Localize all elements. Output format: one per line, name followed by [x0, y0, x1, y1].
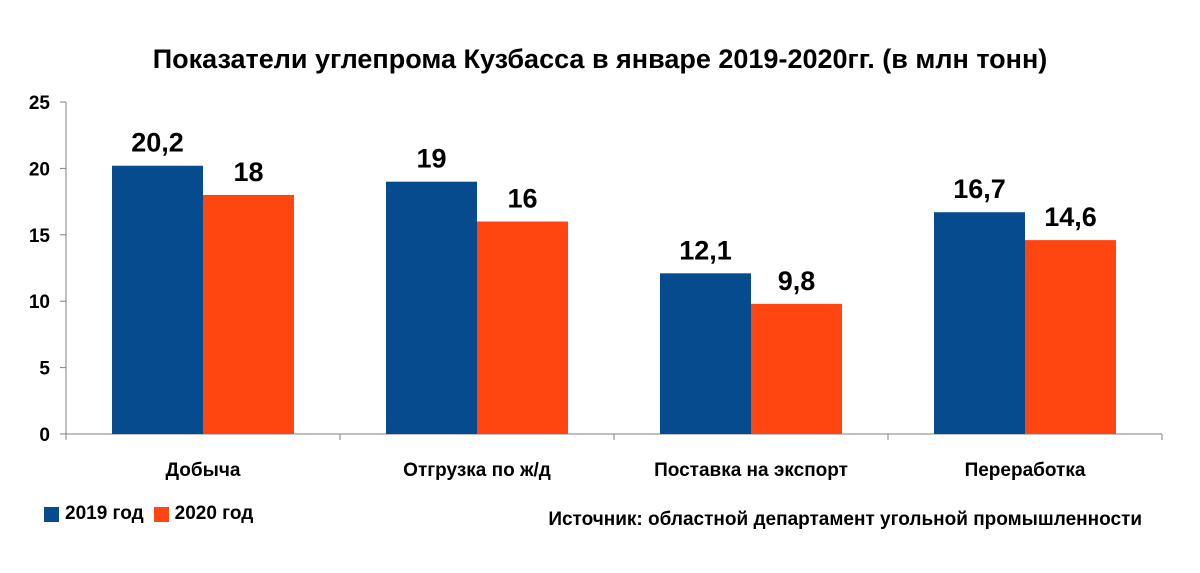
data-label: 9,8 [778, 266, 816, 296]
legend: 2019 год 2020 год [44, 503, 263, 525]
x-tick-label: Добыча [166, 460, 241, 481]
legend-label-2019: 2019 год [65, 503, 144, 524]
data-label: 20,2 [131, 128, 184, 158]
bar [112, 165, 203, 434]
y-tick-label: 5 [39, 359, 50, 380]
bar [1025, 240, 1116, 434]
x-tick-label: Переработка [965, 460, 1086, 481]
legend-label-2020: 2020 год [174, 503, 254, 524]
x-tick-label: Поставка на экспорт [654, 460, 848, 481]
chart-title: Показатели углепрома Кузбасса в январе 2… [152, 44, 1048, 74]
bar [660, 273, 751, 434]
source-note: Источник: областной департамент угольной… [548, 509, 1142, 530]
legend-item-2019: 2019 год [44, 503, 144, 525]
y-tick-label: 25 [29, 93, 51, 114]
y-tick-label: 20 [29, 159, 50, 180]
y-tick-label: 10 [29, 292, 50, 313]
bar [203, 194, 294, 434]
data-label: 18 [233, 157, 263, 187]
data-label: 12,1 [679, 235, 732, 265]
x-tick-label: Отгрузка по ж/д [403, 460, 551, 481]
legend-swatch-2020 [153, 506, 169, 522]
y-tick-label: 0 [39, 425, 50, 446]
bar [386, 181, 477, 434]
bar [751, 303, 842, 434]
legend-item-2020: 2020 год [153, 503, 254, 525]
bar [934, 212, 1025, 434]
data-label: 16,7 [953, 174, 1006, 204]
data-label: 14,6 [1044, 202, 1097, 232]
legend-swatch-2019 [44, 506, 59, 522]
data-label: 16 [507, 184, 537, 214]
y-tick-label: 15 [29, 226, 51, 247]
data-label: 19 [416, 144, 446, 174]
bar [477, 221, 568, 434]
